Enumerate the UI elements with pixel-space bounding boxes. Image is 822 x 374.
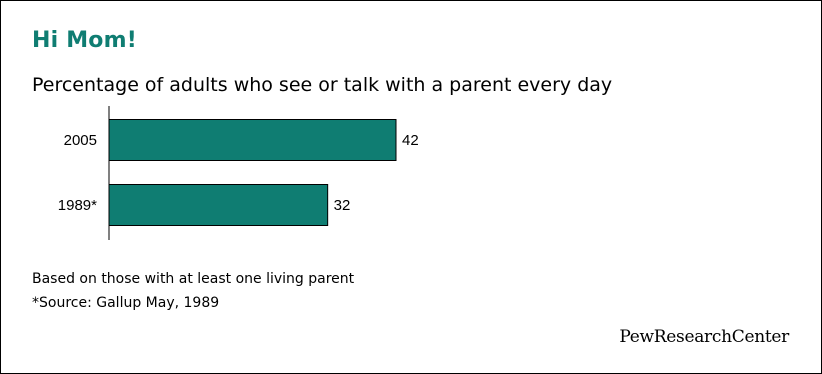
source-note: *Source: Gallup May, 1989: [32, 295, 220, 311]
category-label: 1989*: [58, 197, 97, 214]
chart-title: Hi Mom!: [32, 28, 137, 53]
value-label: 32: [334, 197, 351, 214]
logo-part-pewresearch: PewResearch: [619, 327, 732, 347]
chart-subtitle: Percentage of adults who see or talk wit…: [32, 74, 613, 96]
value-label: 42: [402, 132, 419, 149]
pew-research-logo: PewResearchCenter: [619, 327, 789, 347]
basis-note: Based on those with at least one living …: [32, 271, 355, 287]
bar-2005: [108, 119, 397, 161]
logo-part-center: Center: [731, 327, 790, 347]
bar-1989: [108, 184, 329, 226]
category-label: 2005: [64, 132, 97, 149]
